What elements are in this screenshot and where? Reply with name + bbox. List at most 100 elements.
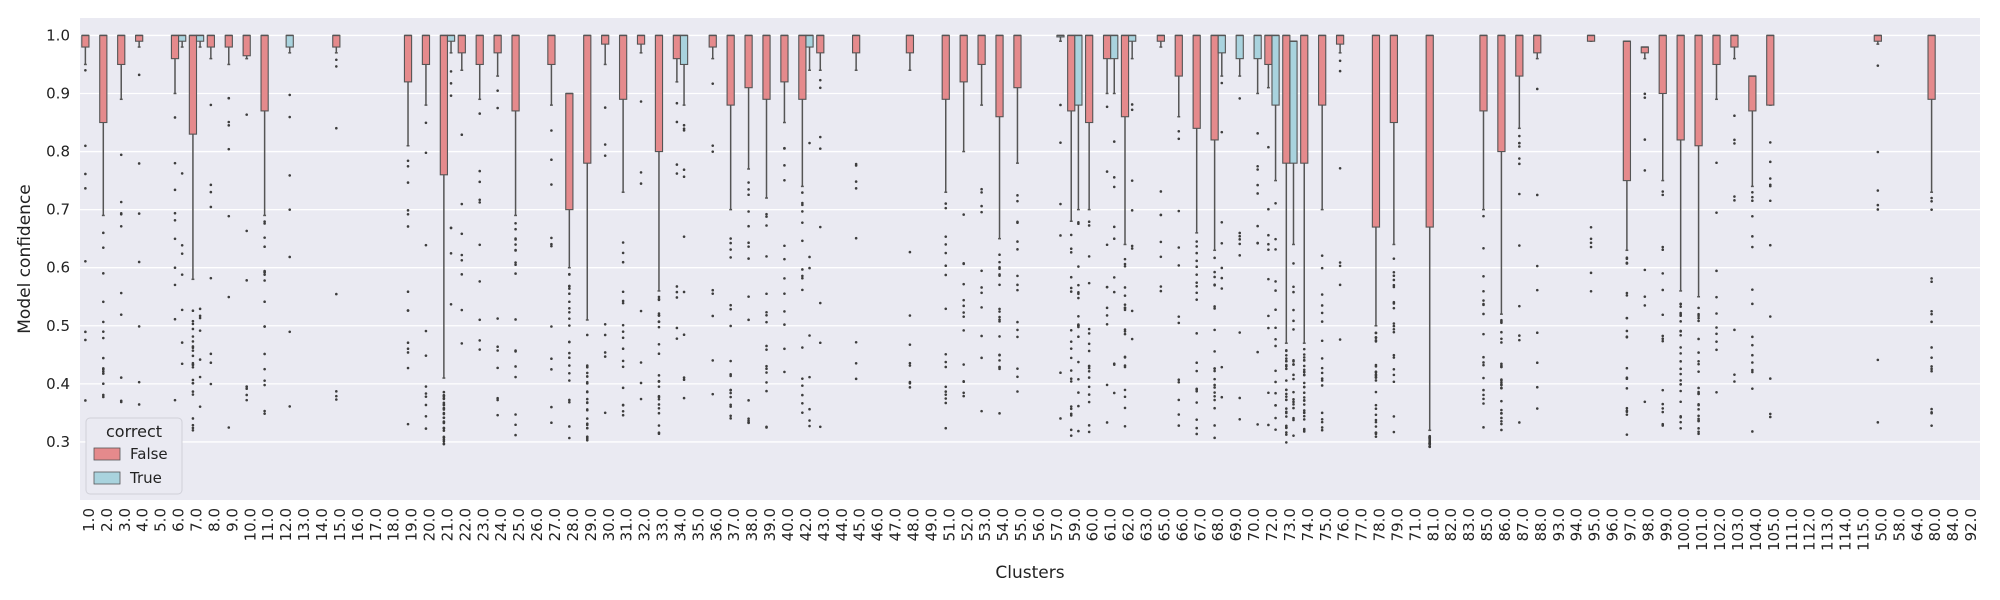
outlier-point xyxy=(1213,283,1216,287)
outlier-point xyxy=(1679,372,1682,376)
outlier-point xyxy=(1751,235,1754,238)
box-false xyxy=(1694,34,1703,147)
outlier-point xyxy=(1177,398,1181,402)
outlier-point xyxy=(657,424,661,427)
x-tick-label: 49.0 xyxy=(922,508,940,541)
x-tick-label: 37.0 xyxy=(725,508,743,541)
outlier-point xyxy=(1518,134,1521,138)
outlier-point xyxy=(585,333,589,337)
box-false xyxy=(1085,34,1094,124)
outlier-point xyxy=(1392,330,1396,334)
outlier-point xyxy=(1087,430,1091,434)
box-elements xyxy=(81,34,1936,432)
box-false xyxy=(457,34,466,54)
outlier-point xyxy=(209,183,213,187)
outlier-point xyxy=(675,120,679,124)
outlier-point xyxy=(514,243,517,246)
x-tick-label: 32.0 xyxy=(636,508,654,541)
outlier-point xyxy=(808,255,811,259)
outlier-point xyxy=(1123,388,1127,392)
outlier-point xyxy=(424,385,428,388)
outlier-point xyxy=(1715,312,1718,315)
outlier-point xyxy=(460,273,464,276)
outlier-point xyxy=(173,237,177,241)
outlier-point xyxy=(1715,161,1718,165)
outlier-point xyxy=(711,144,715,147)
outlier-point xyxy=(675,290,679,294)
outlier-point xyxy=(1302,409,1306,412)
outlier-point xyxy=(1213,275,1216,279)
outlier-point xyxy=(998,315,1001,319)
box-false xyxy=(1658,34,1667,95)
outlier-point xyxy=(1195,298,1198,301)
box-true xyxy=(1110,34,1119,60)
outlier-point xyxy=(288,93,292,97)
outlier-point xyxy=(711,392,715,396)
outlier-point xyxy=(1697,370,1700,373)
outlier-point xyxy=(1320,339,1324,343)
outlier-point xyxy=(1087,424,1091,427)
outlier-point xyxy=(1285,392,1288,396)
outlier-point xyxy=(765,381,768,384)
outlier-point xyxy=(1213,369,1216,373)
outlier-point xyxy=(639,309,643,313)
outlier-point xyxy=(621,336,625,340)
box-false xyxy=(421,34,431,66)
outlier-point xyxy=(1374,431,1378,435)
outlier-point xyxy=(1292,290,1295,294)
x-tick-label: 18.0 xyxy=(385,508,403,541)
outlier-point xyxy=(1177,424,1181,427)
outlier-point xyxy=(1302,414,1306,418)
outlier-point xyxy=(1238,331,1242,334)
outlier-point xyxy=(1679,420,1682,424)
legend-swatch-true xyxy=(93,471,121,485)
outlier-point xyxy=(424,395,428,398)
box-false xyxy=(1102,34,1112,60)
outlier-point xyxy=(1535,193,1539,197)
outlier-point xyxy=(998,353,1001,357)
outlier-point xyxy=(908,364,912,367)
outlier-point xyxy=(1625,433,1629,436)
outlier-point xyxy=(801,201,804,205)
outlier-point xyxy=(263,222,266,225)
outlier-point xyxy=(1177,413,1181,416)
outlier-point xyxy=(621,290,625,294)
box-true xyxy=(805,34,814,48)
outlier-point xyxy=(1285,433,1288,436)
outlier-point xyxy=(137,325,141,328)
box-false xyxy=(1389,34,1399,124)
outlier-point xyxy=(1625,377,1629,381)
outlier-point xyxy=(747,181,750,184)
outlier-point xyxy=(1016,367,1019,370)
outlier-point xyxy=(1213,398,1216,402)
outlier-point xyxy=(1320,311,1324,315)
outlier-point xyxy=(729,388,732,392)
outlier-point xyxy=(765,255,768,258)
outlier-point xyxy=(1112,185,1116,189)
outlier-point xyxy=(1876,64,1880,67)
outlier-point xyxy=(711,288,715,292)
box-false xyxy=(851,34,861,54)
outlier-point xyxy=(1661,402,1665,406)
outlier-point xyxy=(1130,209,1134,212)
outlier-point xyxy=(1518,334,1521,337)
outlier-point xyxy=(1338,69,1342,73)
outlier-point xyxy=(173,161,177,165)
outlier-point xyxy=(1392,356,1396,359)
outlier-point xyxy=(227,147,231,151)
outlier-point xyxy=(1876,358,1880,362)
outlier-point xyxy=(682,378,686,381)
x-tick-label: 62.0 xyxy=(1120,508,1138,541)
y-tick-label: 0.9 xyxy=(46,84,70,102)
outlier-point xyxy=(1195,245,1198,248)
outlier-point xyxy=(1374,403,1378,407)
outlier-point xyxy=(180,362,184,366)
outlier-point xyxy=(801,268,804,271)
outlier-point xyxy=(1238,97,1242,100)
outlier-point xyxy=(639,182,643,185)
outlier-point xyxy=(406,212,410,216)
outlier-point xyxy=(1016,320,1019,324)
outlier-point xyxy=(263,245,266,249)
outlier-point xyxy=(765,425,768,429)
